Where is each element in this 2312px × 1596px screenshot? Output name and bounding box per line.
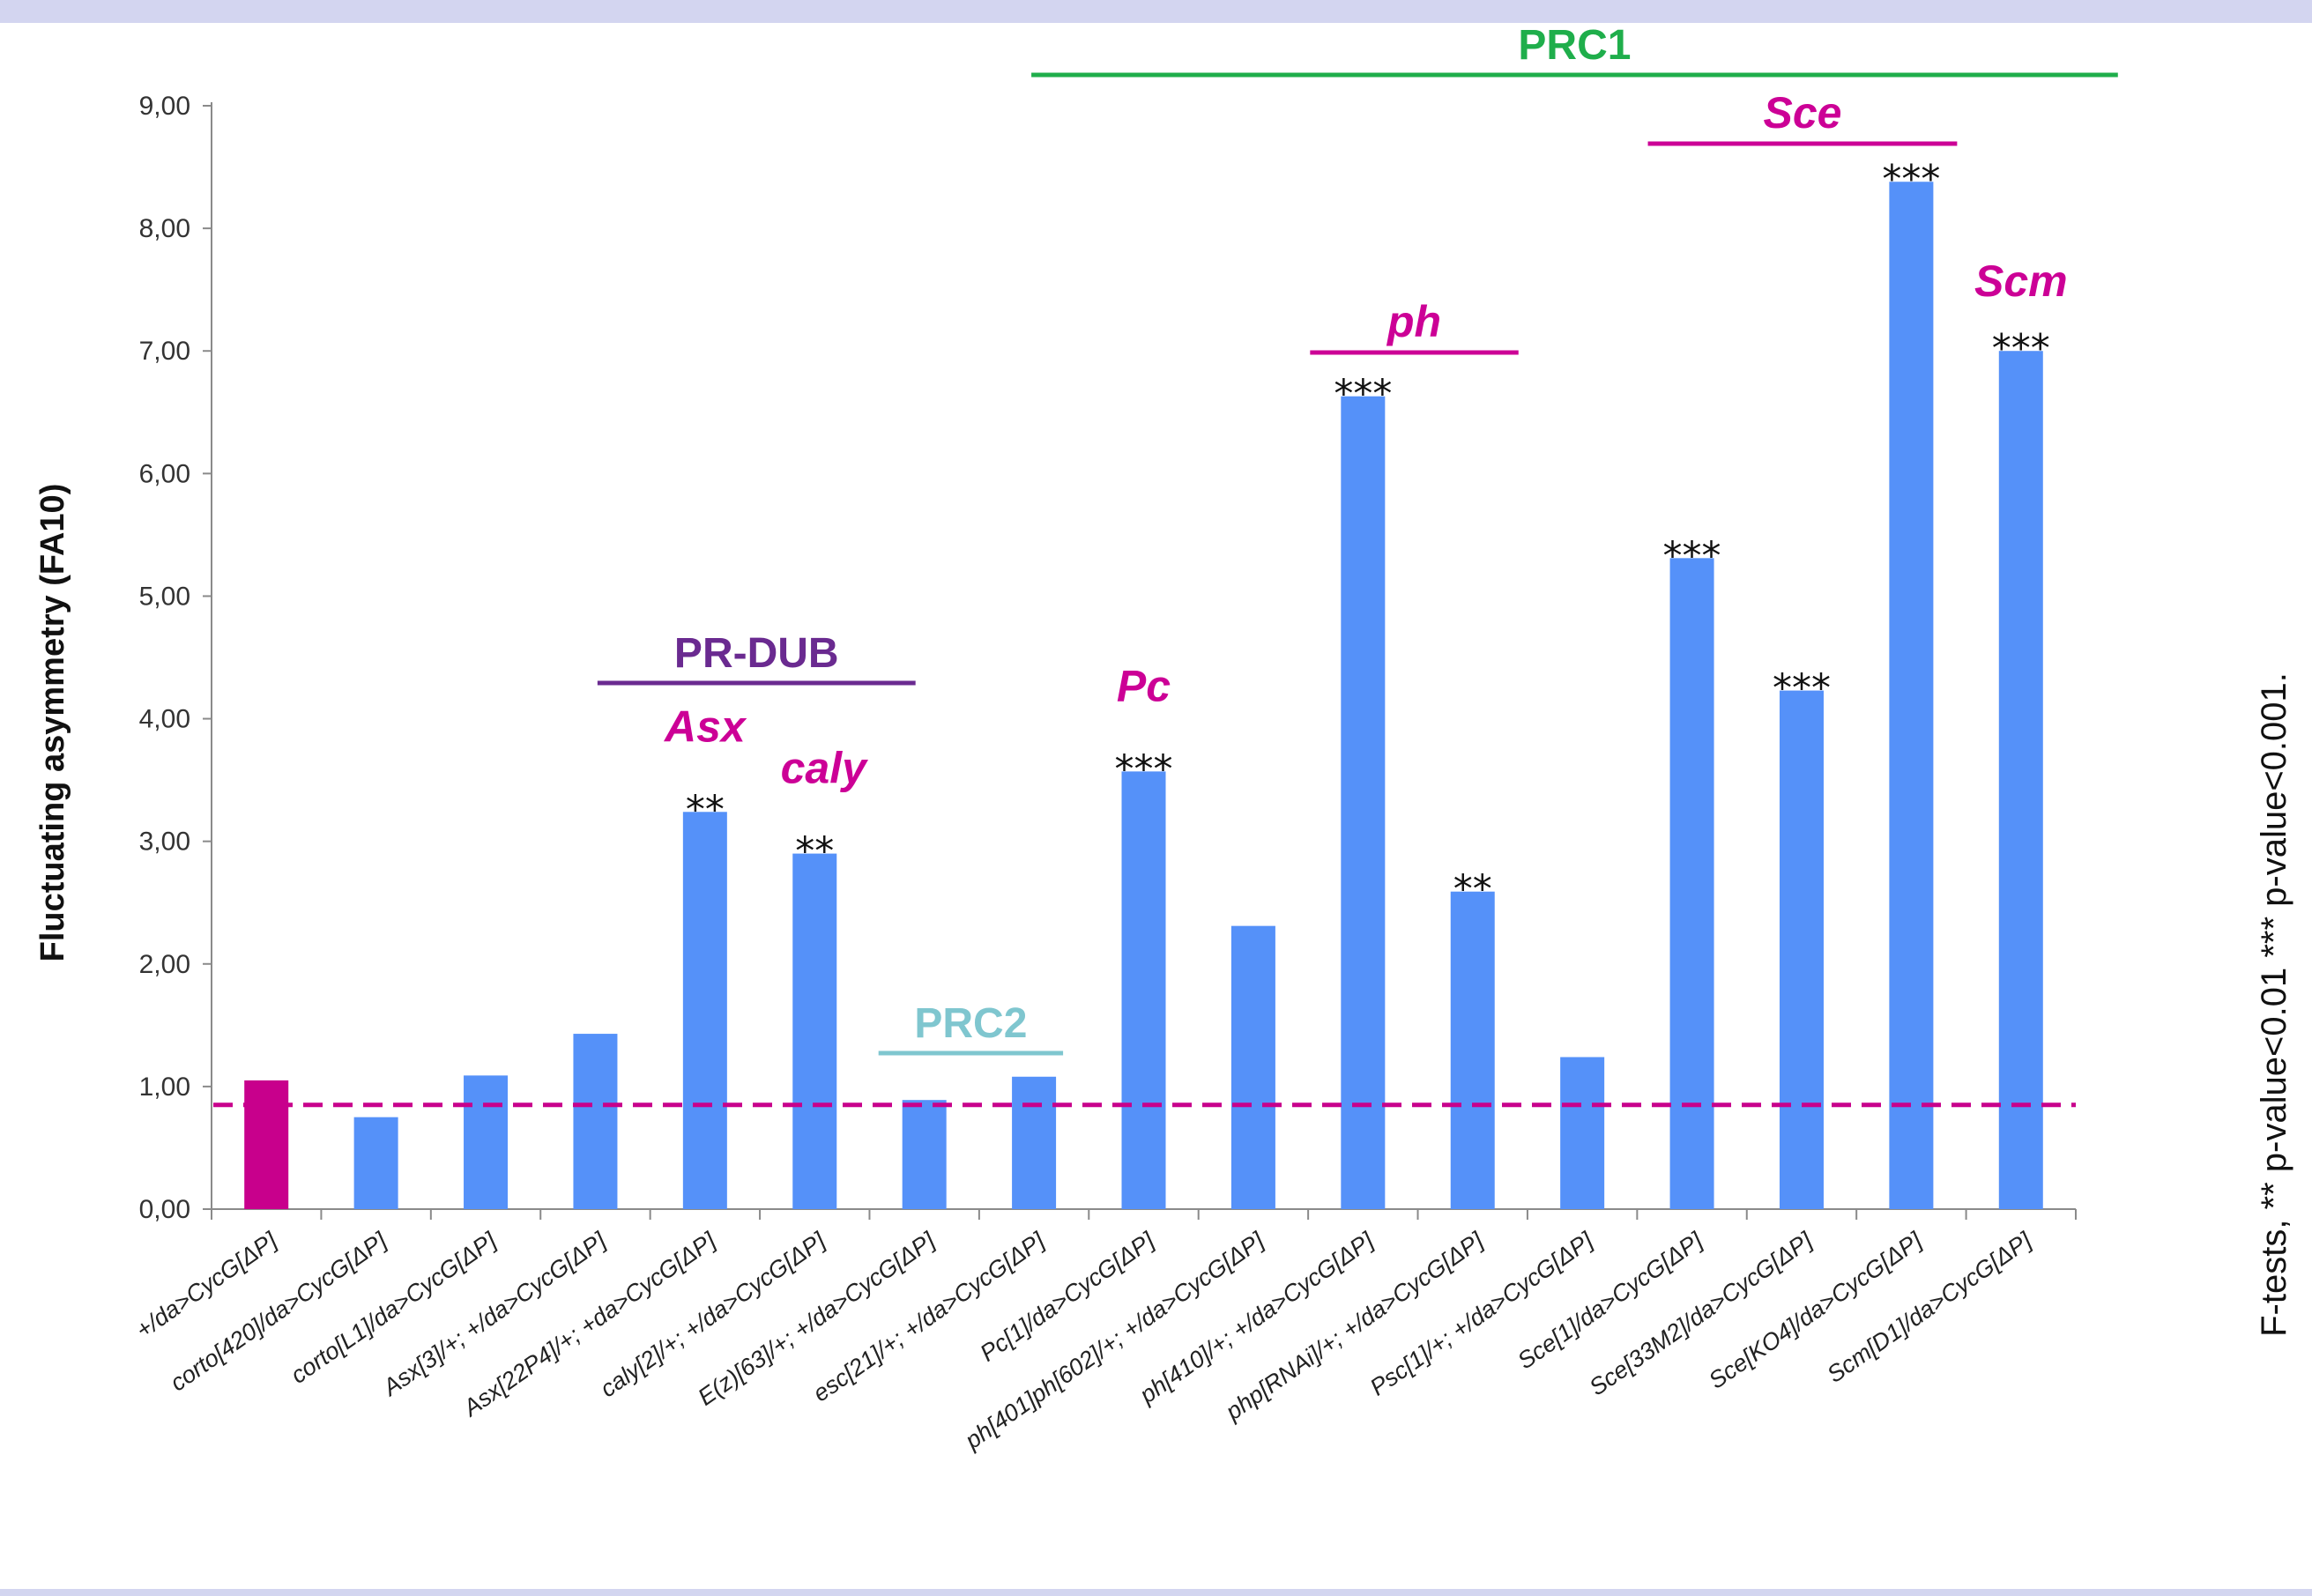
gene-label: Asx bbox=[663, 701, 747, 751]
significance-mark: *** bbox=[1992, 326, 2050, 371]
y-axis-title: Fluctuating asymmetry (FA10) bbox=[34, 484, 71, 962]
bar bbox=[1230, 925, 1275, 1209]
gene-label: Scm bbox=[1974, 256, 2068, 306]
bar bbox=[1341, 396, 1386, 1209]
significance-mark: ** bbox=[686, 787, 725, 832]
significance-mark: *** bbox=[1663, 533, 1721, 578]
x-axis-labels: +/da>CycG[ΔP]corto[420]/da>CycG[ΔP]corto… bbox=[131, 1226, 2038, 1454]
gene-label: Pc bbox=[1117, 661, 1171, 710]
significance-marks: ************************ bbox=[686, 157, 2050, 911]
y-tick-label: 9,00 bbox=[139, 92, 190, 121]
x-tick-label: Sce[KO4]/da>CycG[ΔP] bbox=[1704, 1226, 1928, 1393]
significance-mark: *** bbox=[1115, 746, 1173, 791]
group-label: PRC1 bbox=[1518, 22, 1631, 69]
significance-mark: *** bbox=[1773, 666, 1831, 711]
bars bbox=[244, 182, 2043, 1209]
bar bbox=[573, 1034, 618, 1209]
y-axis-ticks: 0,00 1,00 2,00 3,00 4,00 5,00 6,00 7,00 8,00 9,00 bbox=[139, 92, 212, 1224]
header-band bbox=[0, 0, 2312, 23]
y-tick-label: 3,00 bbox=[139, 828, 190, 857]
y-axis-title-group: Fluctuating asymmetry (FA10) bbox=[34, 484, 71, 962]
bar bbox=[1121, 771, 1166, 1209]
bar bbox=[1669, 558, 1714, 1209]
bar bbox=[244, 1080, 289, 1209]
group-label: PRC2 bbox=[914, 1000, 1027, 1047]
x-tick-label: Scm[D1]/da>CycG[ΔP] bbox=[1822, 1226, 2037, 1387]
significance-mark: ** bbox=[1453, 867, 1492, 912]
x-tick-label: Sce[1]/da>CycG[ΔP] bbox=[1513, 1226, 1708, 1374]
footer-band bbox=[0, 1589, 2312, 1596]
bar bbox=[1450, 891, 1495, 1209]
footnote-group: F-tests, ** p-value<0.01 *** p-value<0.0… bbox=[2255, 672, 2293, 1337]
bar bbox=[464, 1075, 509, 1209]
y-tick-label: 1,00 bbox=[139, 1073, 190, 1102]
bar bbox=[1889, 182, 1934, 1209]
bar bbox=[902, 1100, 947, 1209]
footnote: F-tests, ** p-value<0.01 *** p-value<0.0… bbox=[2255, 672, 2293, 1337]
y-tick-label: 8,00 bbox=[139, 214, 190, 243]
group-label: ph bbox=[1386, 297, 1441, 346]
x-tick-label: corto[420]/da>CycG[ΔP] bbox=[166, 1226, 393, 1396]
significance-mark: *** bbox=[1882, 157, 1940, 202]
bar bbox=[353, 1117, 398, 1209]
y-tick-label: 4,00 bbox=[139, 705, 190, 734]
y-tick-label: 5,00 bbox=[139, 582, 190, 611]
bar bbox=[1560, 1057, 1605, 1209]
bar bbox=[682, 812, 727, 1209]
significance-mark: ** bbox=[795, 829, 834, 874]
bar bbox=[1779, 690, 1824, 1209]
group-brackets: PRC1 Sce ph PR-DUB PRC2 bbox=[597, 22, 2118, 1056]
x-tick-label: Pc[1]/da>CycG[ΔP] bbox=[975, 1226, 1160, 1366]
significance-mark: *** bbox=[1334, 372, 1392, 417]
y-tick-label: 0,00 bbox=[139, 1195, 190, 1224]
y-tick-label: 2,00 bbox=[139, 950, 190, 979]
group-label: Sce bbox=[1763, 88, 1841, 137]
bar bbox=[792, 853, 837, 1209]
y-tick-label: 6,00 bbox=[139, 459, 190, 488]
y-tick-label: 7,00 bbox=[139, 337, 190, 366]
bar bbox=[1012, 1076, 1057, 1209]
group-label: PR-DUB bbox=[674, 630, 839, 677]
x-tick-label: corto[L1]/da>CycG[ΔP] bbox=[286, 1226, 502, 1388]
gene-label: caly bbox=[781, 744, 869, 793]
bar bbox=[1998, 351, 2043, 1209]
